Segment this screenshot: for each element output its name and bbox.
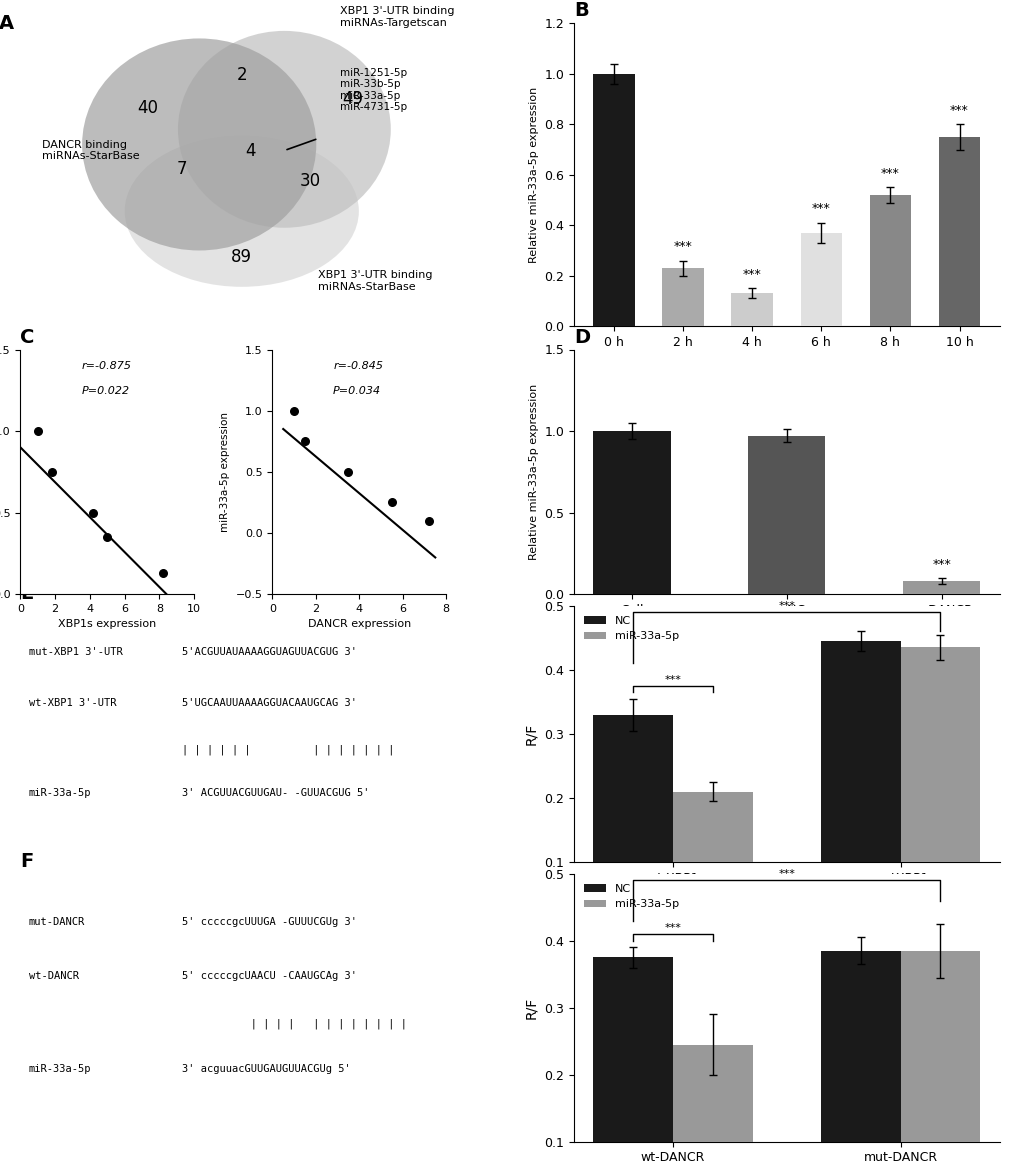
Text: 89: 89 <box>231 247 252 266</box>
Text: 49: 49 <box>341 90 363 108</box>
Text: 3' acguuacGUUGAUGUUACGUg 5': 3' acguuacGUUGAUGUUACGUg 5' <box>182 1065 351 1074</box>
Text: miR-1251-5p
miR-33b-5p
miR-33a-5p
miR-4731-5p: miR-1251-5p miR-33b-5p miR-33a-5p miR-47… <box>339 68 407 112</box>
Text: wt-XBP1 3'-UTR: wt-XBP1 3'-UTR <box>29 698 116 708</box>
Text: ***: *** <box>950 104 968 116</box>
Text: miR-33a-5p: miR-33a-5p <box>29 788 92 798</box>
Text: ***: *** <box>742 268 761 281</box>
Ellipse shape <box>124 135 359 287</box>
Text: mut-DANCR: mut-DANCR <box>29 917 85 927</box>
Text: F: F <box>20 852 34 870</box>
Bar <box>900 951 979 1165</box>
Bar <box>593 958 673 1165</box>
Bar <box>937 137 979 326</box>
X-axis label: XBP1s expression: XBP1s expression <box>58 620 156 629</box>
Point <box>340 463 357 481</box>
Y-axis label: miR-33a-5p expression: miR-33a-5p expression <box>220 411 230 532</box>
Y-axis label: R/F: R/F <box>524 996 538 1019</box>
Bar <box>900 648 979 926</box>
Bar <box>820 641 900 926</box>
Text: XBP1 3'-UTR binding
miRNAs-StarBase: XBP1 3'-UTR binding miRNAs-StarBase <box>318 270 432 291</box>
Bar <box>661 268 703 326</box>
Text: C: C <box>20 327 35 346</box>
Text: 30: 30 <box>299 171 320 190</box>
Bar <box>747 436 824 594</box>
Text: 2: 2 <box>236 65 247 84</box>
Legend: NC, miR-33a-5p: NC, miR-33a-5p <box>579 612 683 645</box>
Point <box>86 503 102 522</box>
Bar <box>593 715 673 926</box>
Point <box>44 463 60 481</box>
Ellipse shape <box>83 38 316 250</box>
Y-axis label: Relative miR-33a-5p expression: Relative miR-33a-5p expression <box>528 383 538 560</box>
Bar <box>593 73 634 326</box>
Point <box>383 493 399 511</box>
Text: A: A <box>0 14 14 34</box>
Text: r=-0.875: r=-0.875 <box>82 361 131 372</box>
Bar <box>869 195 910 326</box>
Text: 7: 7 <box>176 160 187 178</box>
Text: r=-0.845: r=-0.845 <box>333 361 383 372</box>
Text: E: E <box>20 584 34 602</box>
Bar <box>673 1045 752 1165</box>
Text: ***: *** <box>777 869 795 880</box>
Text: ***: *** <box>811 203 829 216</box>
Legend: NC, miR-33a-5p: NC, miR-33a-5p <box>579 880 683 913</box>
Text: miR-33a-5p: miR-33a-5p <box>29 1065 92 1074</box>
Text: P=0.022: P=0.022 <box>82 386 129 396</box>
Bar <box>800 233 842 326</box>
Point <box>99 528 115 546</box>
Text: P=0.034: P=0.034 <box>333 386 381 396</box>
Text: ***: *** <box>931 558 950 571</box>
Bar <box>731 294 772 326</box>
Bar <box>820 951 900 1165</box>
Text: | | | |   | | | | | | | |: | | | | | | | | | | | | <box>182 1018 407 1029</box>
Text: 5'UGCAAUUAAAAGGUACAAUGCAG 3': 5'UGCAAUUAAAAGGUACAAUGCAG 3' <box>182 698 357 708</box>
Text: 5' cccccgcUAACU -CAAUGCAg 3': 5' cccccgcUAACU -CAAUGCAg 3' <box>182 970 357 981</box>
Text: ***: *** <box>777 601 795 610</box>
Bar <box>673 792 752 926</box>
Text: | | | | | |          | | | | | | |: | | | | | | | | | | | | | <box>182 744 394 755</box>
Y-axis label: R/F: R/F <box>524 722 538 746</box>
Text: ***: *** <box>673 240 692 253</box>
Text: B: B <box>574 1 588 20</box>
Text: 4: 4 <box>245 141 256 160</box>
Text: 5'ACGUUAUAAAAGGUAGUUACGUG 3': 5'ACGUUAUAAAAGGUAGUUACGUG 3' <box>182 647 357 657</box>
Point <box>30 422 46 440</box>
Text: mut-XBP1 3'-UTR: mut-XBP1 3'-UTR <box>29 647 122 657</box>
Ellipse shape <box>177 30 390 228</box>
Y-axis label: Relative miR-33a-5p expression: Relative miR-33a-5p expression <box>528 86 538 263</box>
Text: DANCR binding
miRNAs-StarBase: DANCR binding miRNAs-StarBase <box>42 140 140 161</box>
Text: XBP1 3'-UTR binding
miRNAs-Targetscan: XBP1 3'-UTR binding miRNAs-Targetscan <box>339 7 453 28</box>
Point <box>420 511 436 530</box>
Point <box>155 564 171 582</box>
Text: wt-DANCR: wt-DANCR <box>29 970 78 981</box>
Text: 5' cccccgcUUUGA -GUUUCGUg 3': 5' cccccgcUUUGA -GUUUCGUg 3' <box>182 917 357 927</box>
Text: D: D <box>574 327 589 346</box>
Text: ***: *** <box>663 675 681 685</box>
Bar <box>902 581 979 594</box>
Point <box>285 401 302 419</box>
X-axis label: DANCR expression: DANCR expression <box>308 620 411 629</box>
Text: ***: *** <box>663 923 681 933</box>
Text: 3' ACGUUACGUUGAU- -GUUACGUG 5': 3' ACGUUACGUUGAU- -GUUACGUG 5' <box>182 788 369 798</box>
Bar <box>593 431 669 594</box>
Point <box>297 432 313 451</box>
Text: 40: 40 <box>138 99 159 118</box>
Text: ***: *** <box>880 167 899 179</box>
